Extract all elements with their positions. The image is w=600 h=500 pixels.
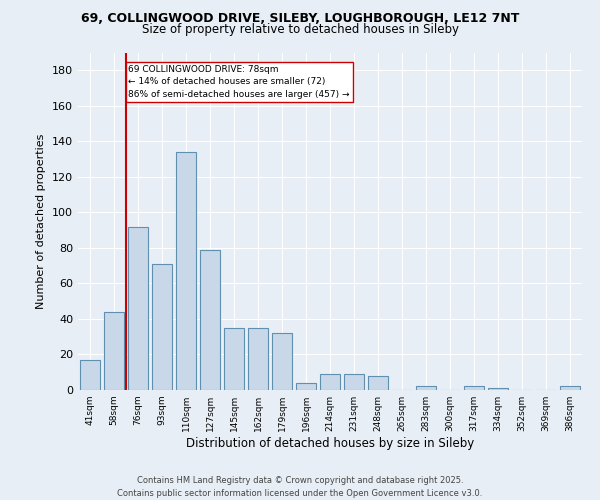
Bar: [416, 386, 436, 390]
Bar: [248, 328, 268, 390]
Text: Size of property relative to detached houses in Sileby: Size of property relative to detached ho…: [142, 22, 458, 36]
Bar: [296, 383, 316, 390]
Text: 69, COLLINGWOOD DRIVE, SILEBY, LOUGHBOROUGH, LE12 7NT: 69, COLLINGWOOD DRIVE, SILEBY, LOUGHBORO…: [81, 12, 519, 26]
Bar: [488, 388, 508, 390]
Bar: [368, 376, 388, 390]
Bar: [560, 386, 580, 390]
Text: 69 COLLINGWOOD DRIVE: 78sqm
← 14% of detached houses are smaller (72)
86% of sem: 69 COLLINGWOOD DRIVE: 78sqm ← 14% of det…: [128, 65, 350, 99]
Bar: [344, 374, 364, 390]
Bar: [104, 312, 124, 390]
Bar: [464, 386, 484, 390]
Bar: [272, 333, 292, 390]
Text: Contains HM Land Registry data © Crown copyright and database right 2025.
Contai: Contains HM Land Registry data © Crown c…: [118, 476, 482, 498]
Bar: [224, 328, 244, 390]
Bar: [200, 250, 220, 390]
Bar: [152, 264, 172, 390]
Bar: [320, 374, 340, 390]
Bar: [80, 360, 100, 390]
Y-axis label: Number of detached properties: Number of detached properties: [37, 134, 46, 309]
X-axis label: Distribution of detached houses by size in Sileby: Distribution of detached houses by size …: [186, 437, 474, 450]
Bar: [128, 226, 148, 390]
Bar: [176, 152, 196, 390]
